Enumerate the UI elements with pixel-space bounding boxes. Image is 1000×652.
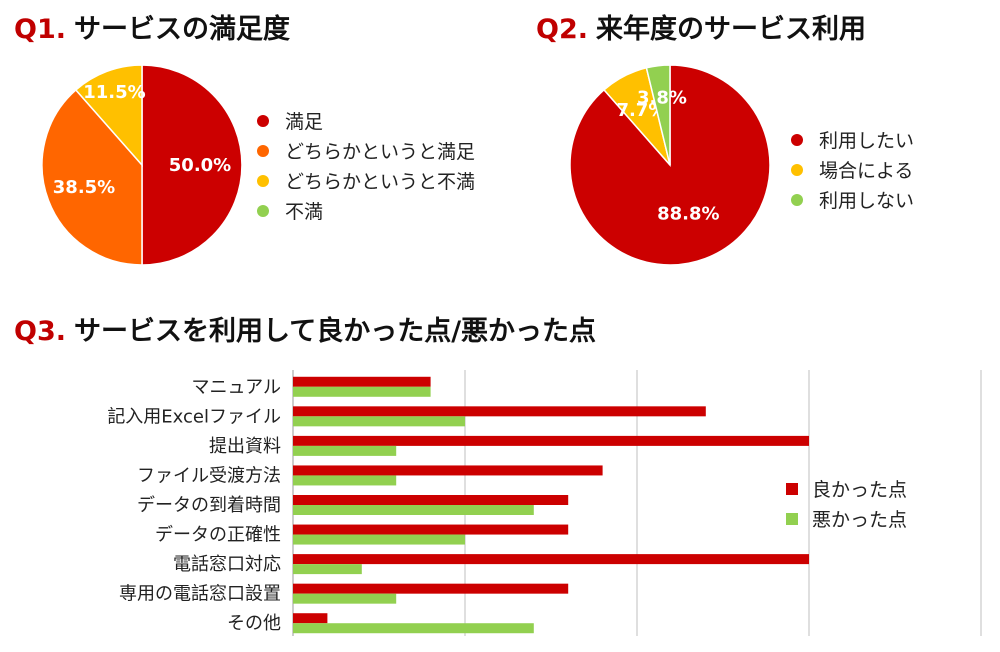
q2-slice-label-1: 7.7%	[616, 100, 666, 121]
q2-legend-label-0: 利用したい	[819, 130, 914, 152]
q3-bar-bad-8	[293, 623, 534, 634]
q3-bar-bad-0	[293, 386, 431, 397]
q1-slice-label-0: 50.0%	[169, 155, 231, 176]
q3-category-label-3: ファイル受渡方法	[137, 465, 281, 486]
q1-legend-marker-2	[257, 175, 269, 187]
q3-bar-bad-5	[293, 534, 465, 545]
q3-bar-good-4	[293, 495, 569, 505]
q3-category-label-8: その他	[227, 613, 281, 634]
q3-bar-bad-4	[293, 505, 534, 515]
q3-bar-bad-2	[293, 445, 397, 456]
q3-heading: Q3. サービスを利用して良かった点/悪かった点	[14, 318, 596, 345]
q1-legend-marker-1	[257, 145, 269, 157]
q3-legend-label-1: 悪かった点	[812, 509, 907, 531]
q1-legend-label-1: どちらかというと満足	[285, 141, 475, 163]
q2-legend-marker-1	[791, 164, 803, 176]
q3-bar-bad-3	[293, 475, 397, 486]
q3-category-label-2: 提出資料	[209, 436, 281, 457]
q3-bar-good-7	[293, 583, 569, 594]
q2-slice-2	[645, 64, 671, 166]
q1-title: サービスの満足度	[74, 14, 290, 45]
q3-bar-good-0	[293, 376, 431, 387]
q3-legend-marker-1	[786, 513, 798, 525]
q3-title: サービスを利用して良かった点/悪かった点	[74, 316, 597, 347]
q2-legend-label-2: 利用しない	[819, 190, 914, 212]
q2-title: 来年度のサービス利用	[596, 14, 866, 45]
q3-legend-label-0: 良かった点	[812, 479, 907, 501]
q3-bar-good-6	[293, 554, 809, 565]
q1-legend-marker-0	[257, 115, 269, 127]
q2-number: Q2.	[536, 14, 588, 45]
q3-bar-good-3	[293, 465, 603, 476]
q2-legend-marker-2	[791, 194, 803, 206]
q3-bar-bad-1	[293, 416, 465, 427]
q2-slice-label-0: 88.8%	[657, 204, 719, 225]
q3-legend-marker-0	[786, 483, 798, 495]
q3-bar-chart: マニュアル記入用Excelファイル提出資料ファイル受渡方法データの到着時間データ…	[107, 370, 982, 636]
q1-slice-2	[74, 64, 143, 167]
q2-legend-label-1: 場合による	[819, 160, 913, 182]
q1-pie-chart: 50.0% 38.5% 11.5%	[41, 64, 243, 266]
q1-slice-label-2: 11.5%	[83, 82, 145, 103]
q3-category-label-7: 専用の電話窓口設置	[119, 584, 281, 605]
q1-number: Q1.	[14, 14, 66, 45]
q3-bar-bad-7	[293, 593, 397, 604]
q1-slice-1	[41, 88, 143, 266]
q2-legend-marker-0	[791, 134, 803, 146]
q1-legend-label-2: どちらかというと不満	[285, 171, 475, 193]
q3-bar-good-5	[293, 524, 569, 535]
q2-slice-label-2: 3.8%	[637, 87, 687, 108]
q1-heading: Q1. サービスの満足度	[14, 16, 290, 43]
q3-category-label-4: データの到着時間	[137, 495, 281, 516]
q2-pie-chart: 88.8% 7.7%3.8%	[569, 64, 771, 266]
q3-category-label-0: マニュアル	[192, 377, 281, 398]
q3-category-label-6: 電話窓口対応	[173, 554, 281, 575]
q1-legend-label-3: 不満	[285, 201, 323, 223]
q3-bar-bad-6	[293, 564, 362, 575]
q1-slice-0	[141, 64, 243, 266]
q3-category-label-5: データの正確性	[155, 525, 281, 546]
q3-bar-good-8	[293, 613, 328, 624]
q3-category-label-1: 記入用Excelファイル	[107, 406, 281, 427]
q1-slice-label-1: 38.5%	[53, 177, 115, 198]
q3-number: Q3.	[14, 316, 66, 347]
q3-bar-good-2	[293, 435, 809, 446]
q1-legend-label-0: 満足	[285, 111, 323, 133]
q1-legend-marker-3	[257, 205, 269, 217]
q2-heading: Q2. 来年度のサービス利用	[536, 16, 866, 43]
q3-bar-good-1	[293, 406, 706, 417]
